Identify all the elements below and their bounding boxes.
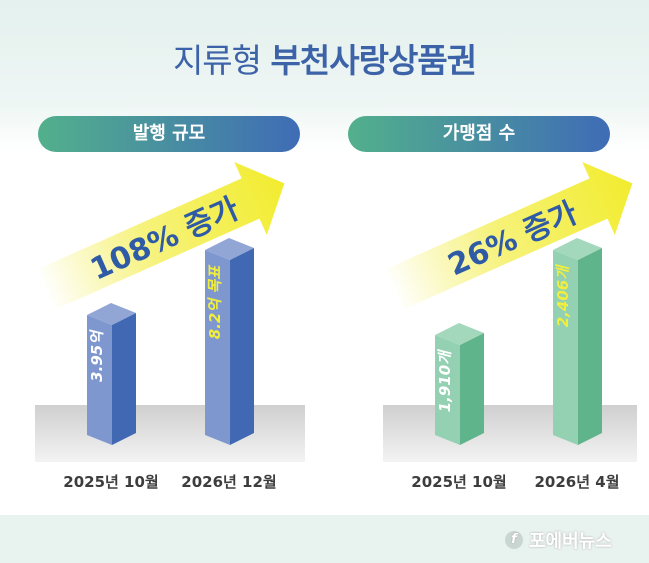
panel-title-merchants: 가맹점 수 [348,116,610,152]
title-bold: 부천사랑상품권 [270,41,478,80]
footer-band [0,515,649,563]
panel-title-issuance: 발행 규모 [38,116,300,152]
x-tick-label: 2026년 12월 [181,473,276,491]
bar-data-label: 1,910개 [436,349,454,412]
bar-data-label: 2,406개 [554,264,572,327]
arrow-shape [384,161,633,311]
bar-side [460,333,484,445]
floor [35,405,305,462]
bar-top [205,238,254,260]
logo-text: 포에버뉴스 [529,531,612,552]
x-tick-label: 2025년 10월 [63,473,158,491]
bar-side [230,248,254,445]
bar-side [578,248,602,445]
bar-front [87,315,112,445]
page-title: 지류형 부천사랑상품권 [0,34,649,82]
bar-side [112,313,136,445]
logo-icon: f [505,531,523,549]
bar-front [435,335,460,445]
bar-top [553,238,602,260]
logo: f 포에버뉴스 [505,527,612,553]
bar-top [87,303,136,325]
bar-front [205,250,230,445]
arrow-shape [36,161,285,311]
growth-arrow: 108% 증가 [36,161,285,311]
title-light: 지류형 [172,41,262,80]
bar-data-label: 3.95억 [88,329,106,382]
chart-issuance: 108% 증가 3.95억 2025년 10월 8.2억 목표 2026년 12월 [35,161,305,491]
x-tick-label: 2026년 4월 [534,473,619,491]
bar-top [435,323,484,345]
bar-data-label: 8.2억 목표 [206,264,224,339]
x-tick-label: 2025년 10월 [411,473,506,491]
bar-front [553,250,578,445]
